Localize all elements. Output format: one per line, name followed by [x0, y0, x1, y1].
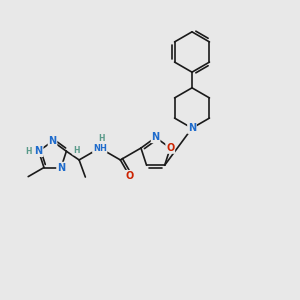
- Text: N: N: [57, 163, 65, 172]
- Text: H: H: [99, 134, 105, 143]
- Text: N: N: [152, 132, 160, 142]
- Text: H: H: [73, 146, 80, 154]
- Text: H: H: [25, 147, 31, 156]
- Text: O: O: [166, 143, 174, 153]
- Text: NH: NH: [93, 143, 107, 152]
- Text: O: O: [125, 171, 134, 181]
- Text: N: N: [188, 123, 196, 133]
- Text: N: N: [49, 136, 57, 146]
- Text: N: N: [34, 146, 43, 156]
